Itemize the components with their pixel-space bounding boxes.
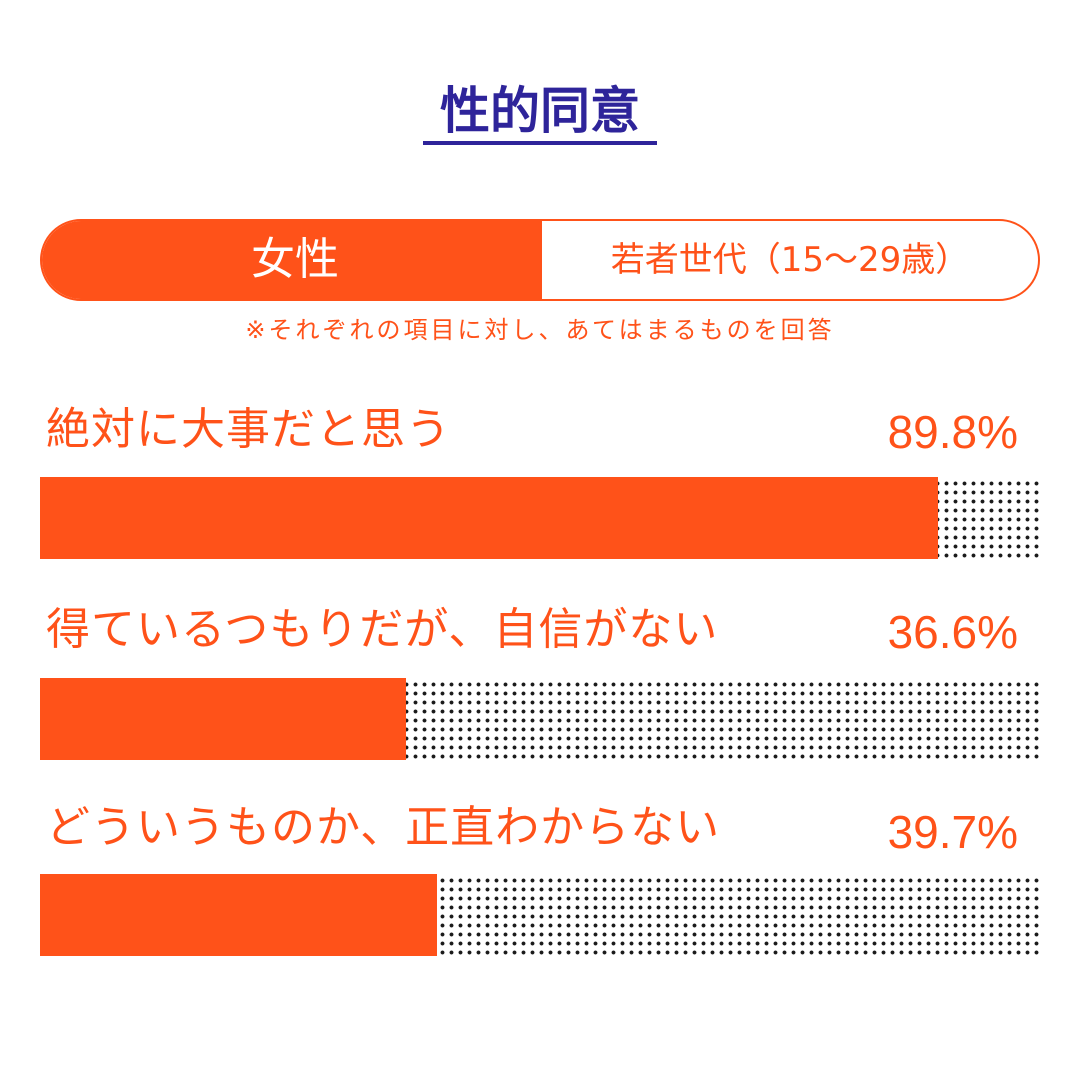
segment-female: 女性 (42, 221, 542, 299)
page-title: 性的同意 (440, 82, 640, 140)
bar-label-3: どういうものか、正直わからない (46, 802, 721, 853)
bar-fill-1 (40, 477, 938, 559)
bar-value-label-3: 39.7% (887, 806, 1018, 858)
bar-label-1: 絶対に大事だと思う (46, 404, 451, 455)
bar-value-label-1: 89.8% (887, 406, 1018, 458)
segment-youth-generation: 若者世代（15～29歳） (610, 240, 970, 280)
bar-track-3 (40, 874, 1040, 956)
bar-fill-3 (40, 874, 437, 956)
bar-track-1 (40, 477, 1040, 559)
bar-track-2 (40, 678, 1040, 760)
title-underline (423, 141, 657, 145)
bar-label-2: 得ているつもりだが、自信がない (46, 604, 719, 655)
bar-fill-2 (40, 678, 406, 760)
survey-note: ※それぞれの項目に対し、あてはまるものを回答 (245, 316, 835, 344)
segment-control: 女性 若者世代（15～29歳） (40, 219, 1040, 301)
bar-value-label-2: 36.6% (887, 606, 1018, 658)
